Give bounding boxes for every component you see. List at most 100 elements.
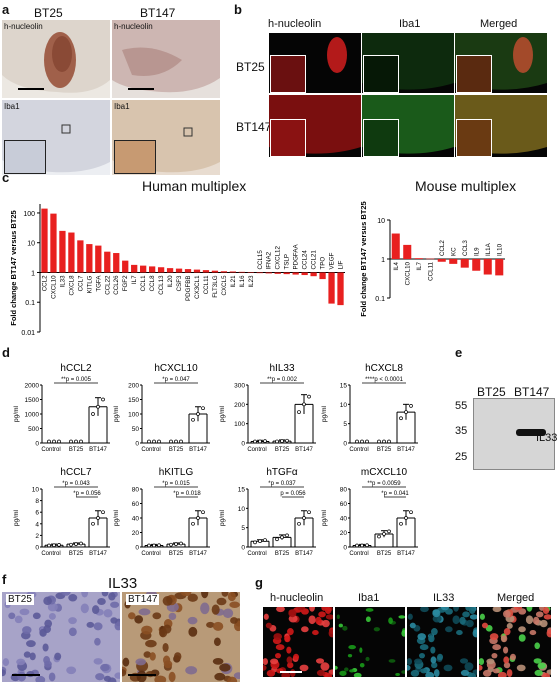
- cell: [143, 651, 152, 658]
- data-point: [96, 516, 100, 520]
- cell: [293, 653, 300, 661]
- x-tick-label: Control: [349, 447, 368, 453]
- cell: [468, 607, 476, 615]
- bar-ccl21: [310, 272, 317, 277]
- category-label: CCL11: [203, 275, 210, 294]
- category-label: PDGFBB: [185, 275, 192, 300]
- cell: [518, 634, 526, 642]
- y-tick-label: 0: [343, 545, 347, 552]
- bar-tslp: [283, 272, 290, 275]
- cell: [93, 658, 103, 665]
- cell: [440, 607, 450, 611]
- category-label: CXCL8: [68, 275, 75, 296]
- cell: [32, 612, 41, 620]
- cell: [94, 637, 101, 646]
- bar-cxcl5: [220, 271, 228, 273]
- y-axis-label: Fold change BT147 versus BT25: [359, 201, 368, 316]
- x-tick-label: BT147: [295, 551, 313, 557]
- cell: [270, 658, 279, 665]
- y-tick-label: 0: [135, 441, 139, 448]
- cell: [338, 623, 343, 628]
- cell: [347, 653, 353, 658]
- panel-g-col-il33: IL33: [433, 592, 455, 604]
- cell: [453, 607, 459, 612]
- category-label: CXCL10: [50, 275, 57, 299]
- panel-a-nucleolin-label-1: h-nucleolin: [4, 22, 43, 31]
- cell: [539, 619, 548, 628]
- category-label: IL1A: [485, 242, 492, 256]
- y-axis-label: pg/ml: [321, 406, 328, 422]
- panel-f-bt147-label: BT147: [126, 594, 160, 605]
- cell: [168, 612, 177, 621]
- data-point: [91, 521, 95, 526]
- category-label: KITLG: [86, 275, 93, 293]
- data-point: [174, 542, 178, 546]
- cell: [339, 670, 347, 676]
- cell: [222, 608, 234, 619]
- cell: [180, 592, 192, 597]
- cell: [200, 602, 210, 615]
- data-point: [409, 510, 413, 515]
- y-tick-label: 200: [128, 383, 139, 390]
- scale-bar: [18, 88, 44, 90]
- data-point: [360, 439, 364, 444]
- bar-cxcl8: [68, 232, 75, 273]
- cell: [518, 608, 527, 615]
- data-point: [258, 439, 262, 444]
- cell: [134, 615, 144, 624]
- cell: [529, 630, 537, 636]
- cell: [110, 617, 118, 624]
- category-label: LIF: [338, 260, 345, 269]
- bar-il9: [472, 259, 481, 271]
- cell: [187, 616, 198, 625]
- cell: [154, 675, 167, 682]
- bar-il21: [229, 271, 237, 273]
- data-point: [196, 412, 200, 416]
- p-value: *p = 0.041: [381, 491, 409, 497]
- cell: [316, 669, 326, 676]
- data-point: [174, 439, 178, 444]
- cell: [486, 658, 495, 665]
- panel-g-iba1-image: [335, 607, 405, 677]
- cell: [287, 628, 294, 636]
- p-value: *p = 0.018: [173, 491, 201, 497]
- cell: [353, 672, 362, 677]
- cell: [506, 623, 513, 629]
- cell: [114, 621, 120, 631]
- scale-bar: [128, 674, 156, 676]
- panel-g-il33-image: [407, 607, 477, 677]
- bar-kc: [449, 259, 458, 264]
- cell: [459, 616, 466, 625]
- cell: [492, 644, 501, 651]
- blot-lane-bt147: BT147: [514, 385, 550, 399]
- cell: [2, 669, 6, 677]
- y-tick-label: 60: [132, 501, 140, 508]
- data-point: [201, 510, 205, 515]
- x-tick-label: Control: [41, 447, 60, 453]
- x-tick-label: BT25: [169, 551, 184, 557]
- cell: [492, 668, 500, 674]
- cell: [276, 607, 285, 613]
- y-tick-label: 10: [340, 402, 348, 409]
- cell: [320, 662, 330, 671]
- cell: [398, 615, 405, 619]
- cell: [42, 643, 49, 652]
- y-tick-label: 100: [23, 211, 35, 218]
- data-point: [101, 510, 105, 515]
- cell: [101, 592, 109, 597]
- cell: [419, 644, 429, 651]
- cell: [516, 664, 526, 672]
- cell: [425, 671, 435, 677]
- cell: [128, 612, 136, 620]
- p-value: *p = 0.056: [73, 491, 101, 497]
- category-label: CCL24: [302, 250, 309, 270]
- cell: [216, 597, 227, 606]
- data-point: [152, 543, 156, 548]
- cell: [44, 660, 52, 668]
- cell: [542, 672, 551, 677]
- category-label: CX3CL1: [194, 275, 201, 299]
- cell: [342, 625, 348, 631]
- bar-il20: [166, 268, 174, 273]
- y-tick-label: 2000: [25, 383, 40, 390]
